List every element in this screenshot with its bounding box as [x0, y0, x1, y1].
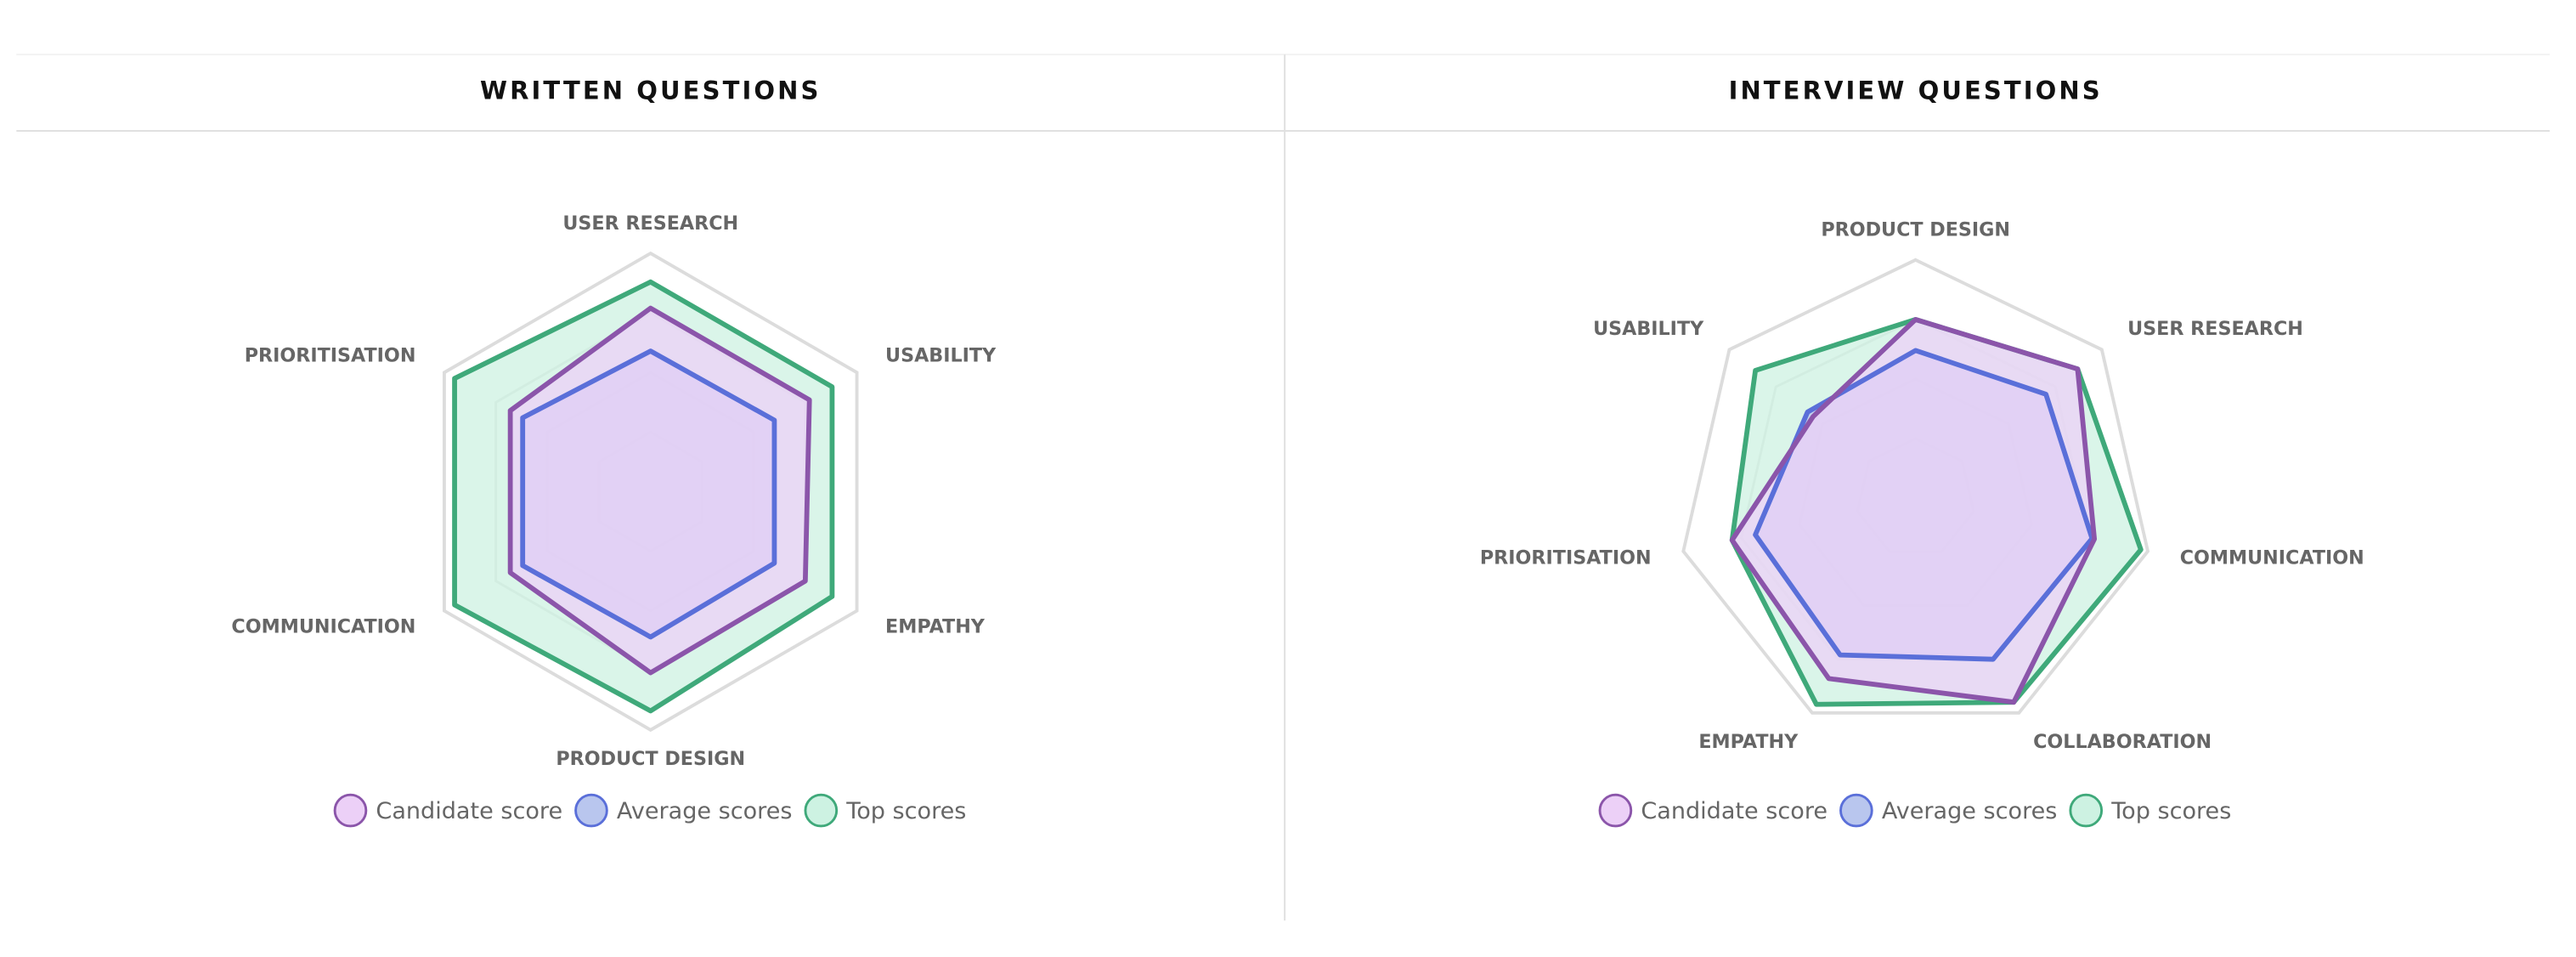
legend-label: Average scores: [1882, 798, 2058, 824]
axis-label: USABILITY: [1593, 318, 1704, 340]
legend-label: Top scores: [845, 798, 966, 824]
legend-label: Top scores: [2110, 798, 2231, 824]
legend-swatch: [574, 793, 608, 828]
series-line: [1753, 348, 2095, 662]
legend-label: Candidate score: [376, 798, 562, 824]
grid-ring: [442, 251, 859, 733]
series-line: [520, 348, 777, 640]
series-line: [1729, 317, 2144, 707]
axis-label: PRODUCT DESIGN: [1821, 219, 2010, 241]
legend-label: Candidate score: [1641, 798, 1827, 824]
axis-label: PRIORITISATION: [1480, 547, 1652, 569]
legend-swatch: [1598, 793, 1633, 828]
axis-label: USER RESEARCH: [2127, 318, 2303, 340]
axis-label: PRIORITISATION: [245, 344, 416, 366]
series-line: [507, 305, 812, 676]
legend-swatch: [333, 793, 368, 828]
axis-label: EMPATHY: [885, 615, 986, 637]
axis-label: EMPATHY: [1698, 731, 1799, 753]
legend-swatch: [804, 793, 839, 828]
series-area: [1731, 319, 2095, 703]
grid-ring: [1681, 258, 2150, 715]
chart-title: WRITTEN QUESTIONS: [480, 76, 821, 105]
axis-label: COLLABORATION: [2033, 731, 2212, 753]
legend-swatch: [1839, 793, 1873, 828]
axis-label: USABILITY: [885, 344, 997, 366]
series-line: [452, 279, 835, 714]
series-line: [1729, 317, 2098, 705]
axis-label: PRODUCT DESIGN: [556, 748, 745, 770]
chart-title: INTERVIEW QUESTIONS: [1729, 76, 2103, 105]
legend-label: Average scores: [617, 798, 793, 824]
axis-label: COMMUNICATION: [2180, 547, 2364, 569]
axis-label: USER RESEARCH: [562, 212, 738, 235]
legend-swatch: [2069, 793, 2104, 828]
axis-label: COMMUNICATION: [231, 615, 415, 637]
